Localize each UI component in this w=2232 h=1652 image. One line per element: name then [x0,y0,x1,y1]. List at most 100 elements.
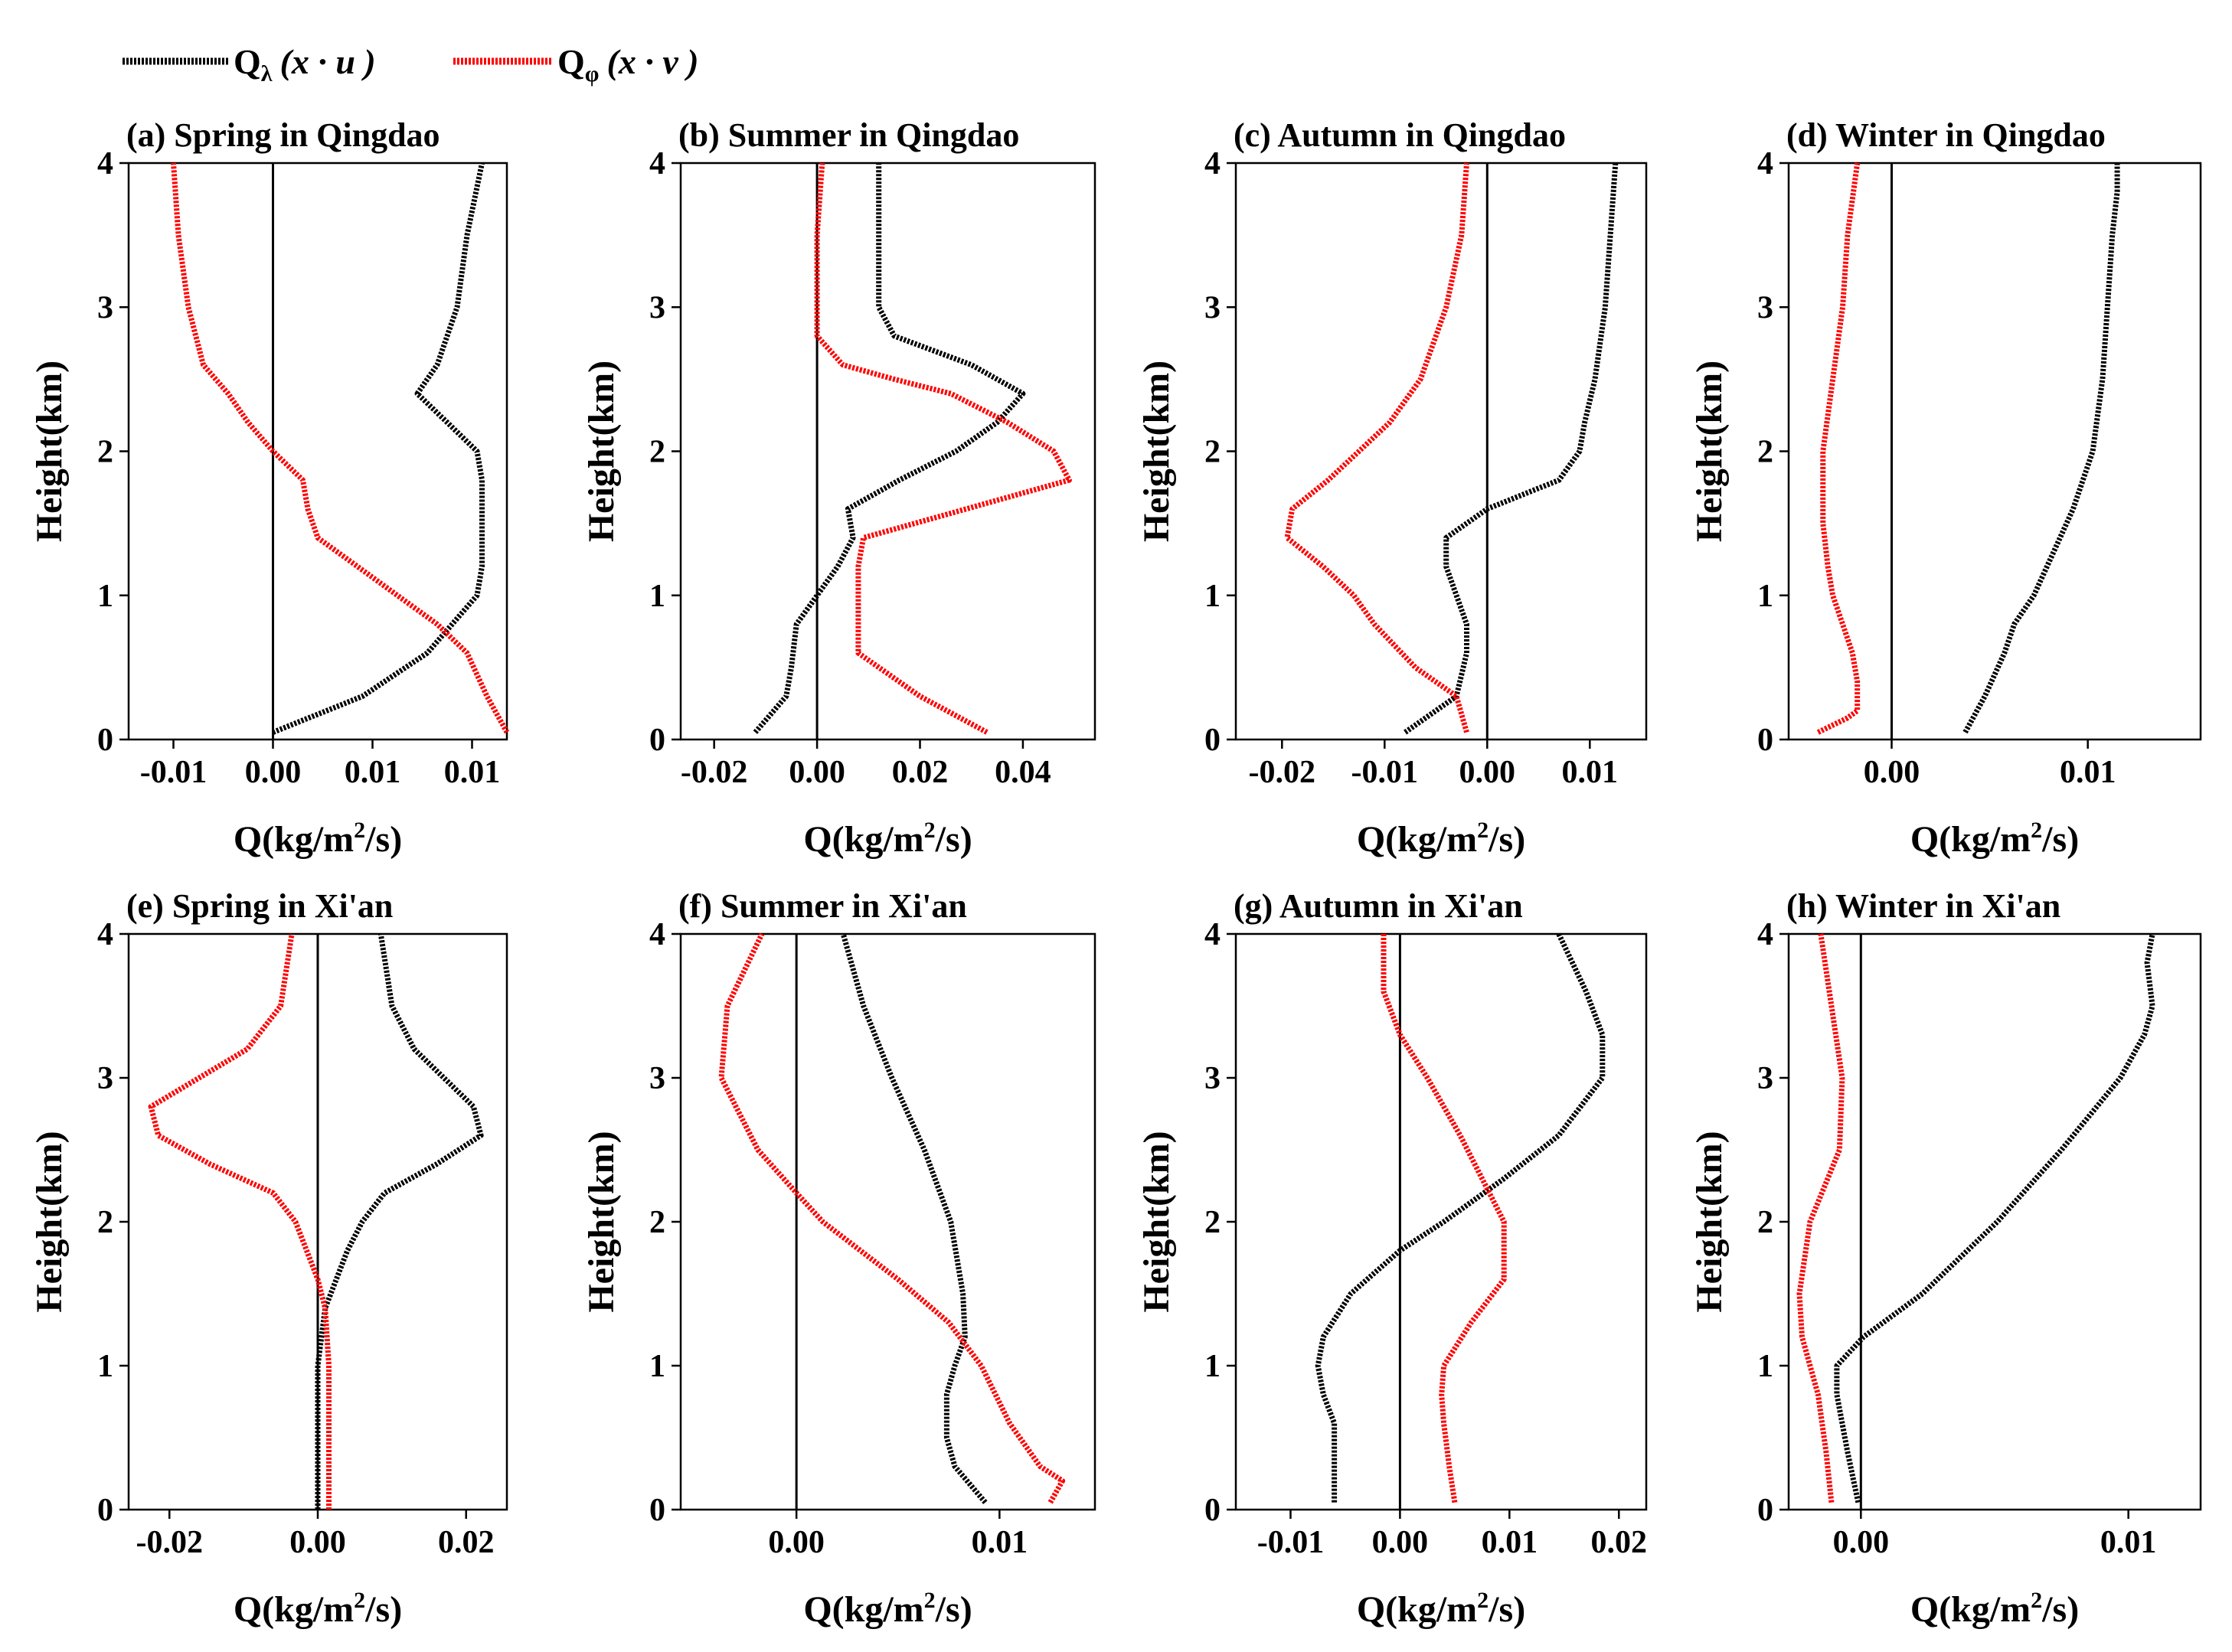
x-axis-label-rest-b: /s) [935,819,972,860]
series-q-phi-e [148,933,332,1510]
x-axis-label-sup-f: 2 [924,1588,936,1613]
x-tick-label-a-2: 0.01 [345,755,401,790]
y-tick-label-g-3: 3 [1204,1061,1221,1096]
series-q-lambda-a [272,162,485,735]
panel-d: (d) Winter in Qingdao 0 1 2 3 4 0.00 0.01 Q(kg/m… [1689,116,2202,860]
series-q-lambda-c [1404,162,1619,735]
plot-frame-f [679,932,1096,1511]
y-tick-label-b-2: 2 [649,435,665,470]
series-q-lambda-f [840,933,988,1504]
x-axis-label-a: Q(kg/m2/s) [234,818,402,860]
legend-name-q-phi: Q [557,42,585,81]
series-q-phi-f [718,932,1066,1504]
legend-expr-q-phi: (x · v ) [607,42,699,81]
series-q-phi-a [171,162,510,734]
y-tick-label-h-3: 3 [1757,1061,1773,1096]
y-tick-label-f-4: 4 [649,917,665,952]
x-tick-label-a-1: 0.00 [245,755,302,790]
y-tick-label-b-4: 4 [649,146,665,181]
y-tick-label-b-1: 1 [649,579,665,614]
panel-e: (e) Spring in Xi'an 0 1 2 3 4 -0.02 0.00 0.02 Q(k… [29,887,508,1630]
series-q-phi-g [1381,934,1507,1503]
panel-title-g: (g) Autumn in Xi'an [1234,887,1523,925]
x-axis-label-f: Q(kg/m2/s) [803,1588,972,1630]
y-tick-label-c-0: 0 [1204,723,1221,758]
y-tick-label-c-1: 1 [1204,579,1221,614]
x-axis-label-d: Q(kg/m2/s) [1910,818,2079,860]
x-tick-label-c-2: 0.00 [1459,755,1516,790]
y-tick-label-a-2: 2 [97,435,113,470]
x-axis-label-h: Q(kg/m2/s) [1910,1588,2079,1630]
x-tick-label-c-0: -0.02 [1249,755,1316,790]
x-tick-label-c-1: -0.01 [1351,755,1419,790]
y-tick-label-a-1: 1 [97,579,113,614]
y-axis-label-g: Height(km) [1136,1131,1177,1312]
x-axis-label-main-c: Q(kg/m [1357,819,1477,860]
legend-entry-q-phi: Qφ (x · v ) [453,42,699,87]
series-q-lambda-d [1962,163,2120,734]
x-tick-label-a-3: 0.01 [444,755,501,790]
x-tick-label-d-0: 0.00 [1864,755,1920,790]
x-tick-label-e-1: 0.00 [289,1525,346,1560]
legend-sub-q-phi: φ [585,61,600,87]
x-tick-label-h-0: 0.00 [1833,1525,1890,1560]
x-axis-label-rest-d: /s) [2041,819,2079,860]
x-tick-label-b-0: -0.02 [681,755,748,790]
panel-title-c: (c) Autumn in Qingdao [1234,116,1566,154]
y-tick-label-f-3: 3 [649,1061,665,1096]
y-tick-label-h-1: 1 [1757,1349,1773,1384]
x-axis-label-g: Q(kg/m2/s) [1357,1588,1525,1630]
x-axis-label-c: Q(kg/m2/s) [1357,818,1525,860]
panel-title-h: (h) Winter in Xi'an [1786,887,2060,925]
x-tick-label-g-1: 0.00 [1372,1525,1429,1560]
x-axis-label-sup-a: 2 [354,818,365,843]
panel-title-b: (b) Summer in Qingdao [678,116,1019,154]
y-axis-label-c: Height(km) [1136,361,1177,542]
x-tick-label-h-1: 0.01 [2100,1525,2157,1560]
x-axis-label-main-e: Q(kg/m [234,1589,354,1630]
x-tick-label-d-1: 0.01 [2060,755,2116,790]
x-axis-label-rest-e: /s) [364,1589,402,1630]
legend-expr-q-lambda: (x · u ) [280,42,376,81]
x-tick-label-b-3: 0.04 [995,755,1051,790]
x-axis-label-sup-b: 2 [924,818,936,843]
y-tick-label-g-0: 0 [1204,1493,1221,1528]
x-tick-label-g-3: 0.02 [1591,1525,1648,1560]
y-tick-label-b-3: 3 [649,290,665,325]
x-axis-label-sup-g: 2 [1477,1588,1489,1613]
x-axis-label-sup-c: 2 [1477,818,1489,843]
series-q-phi-d [1816,162,1861,735]
panel-a: (a) Spring in Qingdao 0 1 2 3 4 -0.01 0.00 0.01 0… [29,116,510,860]
series-q-phi-c [1284,162,1469,733]
panel-c: (c) Autumn in Qingdao 0 1 2 3 4 -0.02 -0.01 0.00… [1136,116,1648,860]
panel-title-f: (f) Summer in Xi'an [678,887,967,925]
y-tick-label-g-4: 4 [1204,917,1221,952]
x-axis-label-rest-f: /s) [935,1589,972,1630]
x-tick-label-c-3: 0.01 [1562,755,1619,790]
y-tick-label-a-0: 0 [97,723,113,758]
x-axis-label-rest-a: /s) [364,819,402,860]
legend-sub-q-lambda: λ [261,61,273,87]
panel-title-a: (a) Spring in Qingdao [126,116,440,154]
y-tick-label-b-0: 0 [649,723,665,758]
x-axis-label-main-d: Q(kg/m [1910,819,2031,860]
y-tick-label-f-2: 2 [649,1205,665,1240]
x-axis-label-b: Q(kg/m2/s) [803,818,972,860]
plot-frame-c [1234,162,1648,741]
y-axis-label-e: Height(km) [29,1131,70,1312]
series-q-lambda-g [1315,932,1606,1503]
x-axis-label-sup-h: 2 [2031,1588,2042,1613]
x-axis-label-rest-h: /s) [2041,1589,2079,1630]
y-tick-label-e-1: 1 [97,1349,113,1384]
x-tick-label-g-2: 0.01 [1482,1525,1538,1560]
y-axis-label-b: Height(km) [581,361,622,542]
y-tick-label-d-0: 0 [1757,723,1773,758]
x-tick-label-e-2: 0.02 [438,1525,495,1560]
x-axis-label-main-f: Q(kg/m [803,1589,923,1630]
y-axis-label-h: Height(km) [1689,1131,1730,1312]
y-tick-label-a-4: 4 [97,146,113,181]
y-tick-label-h-2: 2 [1757,1205,1773,1240]
series-q-lambda-h [1834,933,2155,1503]
